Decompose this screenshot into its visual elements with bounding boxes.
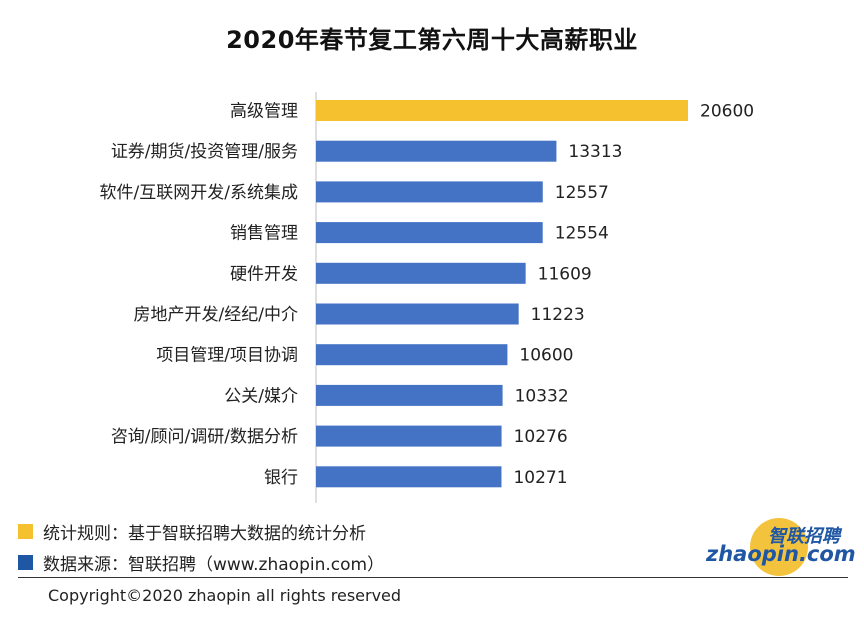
bar: [316, 262, 526, 284]
data-label: 13313: [568, 142, 622, 162]
legend-rule-text: 统计规则：基于智联招聘大数据的统计分析: [43, 524, 366, 544]
logo-circle: [750, 518, 808, 576]
category-label: 硬件开发: [230, 264, 298, 284]
category-label: 项目管理/项目协调: [156, 346, 298, 366]
data-label: 12554: [555, 224, 609, 244]
bar: [316, 384, 503, 406]
category-label: 高级管理: [230, 102, 298, 122]
category-label: 证券/期货/投资管理/服务: [111, 142, 298, 162]
data-label: 11609: [538, 264, 592, 284]
bar: [316, 140, 557, 162]
legend-rule: 统计规则：基于智联招聘大数据的统计分析: [18, 519, 366, 544]
data-label: 12557: [555, 183, 609, 203]
bar-chart: 高级管理 20600 证券/期货/投资管理/服务 13313 软件/互联网开发/系统集成…: [100, 92, 754, 503]
category-label: 公关/媒介: [224, 386, 298, 406]
zhaopin-logo: 智联招聘 zhaopin.com: [700, 518, 856, 578]
legend-rule-swatch: [18, 524, 33, 539]
bar: [316, 100, 688, 121]
legend-source-text: 数据来源：智联招聘（www.zhaopin.com）: [43, 555, 385, 575]
data-label: 10276: [514, 427, 568, 447]
bar: [316, 466, 502, 488]
bar: [316, 303, 519, 325]
legend-source: 数据来源：智联招聘（www.zhaopin.com）: [18, 550, 384, 575]
data-label: 11223: [531, 305, 585, 325]
bar: [316, 222, 543, 244]
category-label: 销售管理: [230, 224, 298, 244]
data-label: 10332: [515, 386, 569, 406]
bar: [316, 425, 502, 447]
legend-source-swatch: [18, 555, 33, 570]
category-label: 银行: [264, 468, 298, 488]
copyright-text: Copyright©2020 zhaopin all rights reserv…: [48, 586, 402, 605]
bar: [316, 344, 508, 366]
logo-en-text: zhaopin.com: [706, 542, 856, 566]
logo-cn-text: 智联招聘: [768, 526, 840, 547]
footer-divider: [18, 577, 848, 578]
category-label: 房地产开发/经纪/中介: [134, 305, 298, 325]
bar: [316, 181, 543, 203]
category-label: 咨询/顾问/调研/数据分析: [111, 427, 298, 447]
chart-title: 2020年春节复工第六周十大高薪职业: [226, 26, 638, 54]
data-label: 10600: [519, 346, 573, 366]
data-label: 10271: [513, 468, 567, 488]
data-label: 20600: [700, 102, 754, 122]
category-label: 软件/互联网开发/系统集成: [100, 183, 298, 203]
